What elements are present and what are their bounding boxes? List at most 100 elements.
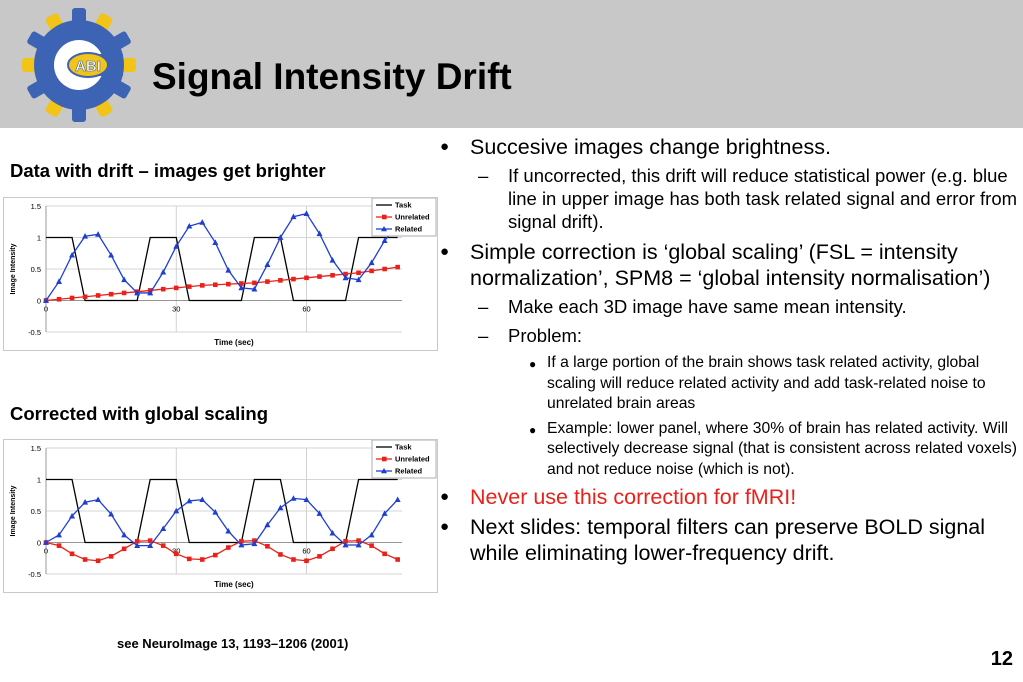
bullet-level2: If uncorrected, this drift will reduce s… [438,164,1020,233]
unrelated-point [356,270,361,276]
related-point [186,497,193,504]
x-tick-label: 30 [172,305,180,314]
bullet-level1: Simple correction is ‘global scaling’ (F… [438,239,1020,291]
drift-chart-plot: 1.510.50-0.503060Time (sec)Image Intensi… [10,198,437,347]
related-point [238,284,245,291]
related-point [277,234,284,240]
related-point [134,542,141,549]
unrelated-point [291,276,296,282]
unrelated-point [173,285,179,291]
unrelated-point [213,552,218,558]
unrelated-line [45,266,398,302]
related-point [264,261,271,267]
related-point [69,251,76,258]
related-point [121,531,128,538]
unrelated-point [121,290,127,296]
scaled-chart-plot: 1.510.50-0.503060Time (sec)Image Intensi… [10,440,437,589]
y-axis-label: Image Intensity [10,485,17,536]
legend-label-related: Related [395,467,423,476]
related-point [173,507,180,514]
unrelated-point [108,291,114,297]
drift-chart: 1.510.50-0.503060Time (sec)Image Intensi… [3,197,438,351]
legend-label-unrelated: Unrelated [395,213,430,222]
unrelated-point [173,551,179,557]
unrelated-point [69,295,75,301]
x-tick-label: 30 [172,547,180,556]
related-point [82,233,89,239]
y-tick-label: 1 [37,476,41,485]
bottom-chart-label: Corrected with global scaling [10,403,269,424]
unrelated-point [186,284,192,289]
unrelated-point [82,557,88,562]
unrelated-point [278,552,283,557]
legend-label-related: Related [395,225,423,234]
related-point [290,495,297,501]
abi-logo: ABI [22,8,136,122]
unrelated-point [199,283,205,288]
unrelated-point [343,538,348,544]
related-point [173,243,180,249]
related-point [303,210,310,216]
scaled-chart: 1.510.50-0.503060Time (sec)Image Intensi… [3,439,438,593]
related-point [329,529,336,536]
unrelated-point [356,538,361,543]
unrelated-point [134,538,140,544]
y-axis-label: Image Intensity [10,243,17,294]
bullet-level3: Example: lower panel, where 30% of brain… [438,419,1020,481]
unrelated-line [45,539,398,562]
unrelated-point [252,280,257,286]
legend-label-task: Task [395,201,412,210]
related-line [45,212,399,301]
unrelated-point [278,278,283,283]
related-point [43,297,49,303]
unrelated-point [265,543,270,549]
unrelated-point [395,264,400,270]
y-tick-label: 0.5 [31,507,41,516]
task-line [46,236,398,302]
related-point [56,278,63,284]
related-point [43,539,49,545]
legend-marker-related [381,226,387,232]
unrelated-point [160,543,166,548]
unrelated-point [343,271,348,277]
unrelated-point [291,557,296,562]
related-point [355,276,362,283]
related-point [199,496,206,503]
bullet-level3: If a large portion of the brain shows ta… [438,353,1020,415]
related-point [225,267,232,273]
legend-marker-related [381,468,387,474]
related-point [212,509,219,515]
unrelated-point [199,557,205,562]
related-point [316,230,323,237]
reference-citation: see NeuroImage 13, 1193–1206 (2001) [117,636,349,651]
unrelated-point [304,275,309,281]
related-point [108,510,115,517]
related-point [186,222,193,229]
related-point [108,251,115,258]
related-point [251,285,258,292]
bullet-level1: Next slides: temporal filters can preser… [438,514,1020,566]
unrelated-point [382,266,387,272]
unrelated-point [82,294,88,300]
unrelated-point [239,538,244,544]
related-point [329,256,336,263]
unrelated-point [265,279,270,284]
related-point [69,512,76,519]
related-point [147,289,154,296]
x-axis-label: Time (sec) [214,338,254,347]
related-point [277,504,284,511]
unrelated-point [317,554,322,559]
unrelated-point [330,546,335,552]
unrelated-point [186,556,192,562]
related-point [264,521,271,528]
related-point [381,510,388,516]
unrelated-point [95,293,101,298]
y-tick-label: 1.5 [31,202,41,211]
related-point [368,531,375,538]
unrelated-point [147,538,153,543]
related-point [212,239,219,245]
bullet-level2: Make each 3D image have same mean intens… [438,295,1020,318]
legend-marker-unrelated [382,456,387,462]
bullet-level1: Never use this correction for fMRI! [438,484,1020,510]
x-tick-label: 60 [302,305,310,314]
